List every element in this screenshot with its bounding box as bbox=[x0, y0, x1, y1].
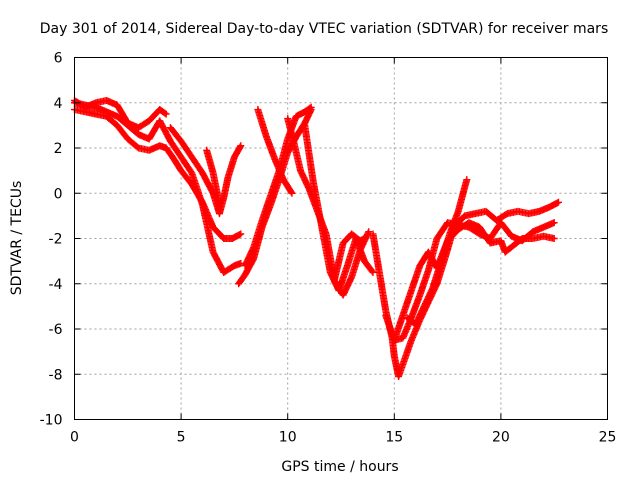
y-axis-title: SDTVAR / TECUs bbox=[9, 181, 25, 296]
x-tick-label: 20 bbox=[492, 430, 510, 446]
y-tick-label: -6 bbox=[49, 322, 63, 338]
data-point bbox=[360, 235, 368, 242]
data-track bbox=[331, 230, 368, 283]
data-point bbox=[306, 104, 314, 112]
data-track bbox=[71, 99, 245, 276]
data-point bbox=[550, 219, 558, 227]
y-tick-label: -10 bbox=[40, 413, 63, 429]
data-point bbox=[215, 201, 223, 209]
data-point bbox=[162, 110, 170, 118]
data-point bbox=[161, 109, 169, 117]
chart-title: Day 301 of 2014, Sidereal Day-to-day VTE… bbox=[40, 21, 608, 37]
x-tick-label: 15 bbox=[385, 430, 403, 446]
y-tick-label: -8 bbox=[49, 367, 63, 383]
data-track bbox=[403, 176, 471, 328]
y-tick-label: 2 bbox=[54, 141, 63, 157]
data-point bbox=[237, 230, 245, 238]
y-tick-label: 6 bbox=[54, 51, 63, 67]
data-track bbox=[71, 96, 170, 132]
x-axis-title: GPS time / hours bbox=[281, 459, 398, 475]
x-tick-label: 10 bbox=[279, 430, 297, 446]
y-tick-label: -4 bbox=[49, 277, 63, 293]
data-point bbox=[236, 143, 244, 151]
data-point bbox=[237, 142, 245, 150]
data-point bbox=[369, 268, 377, 276]
data-point bbox=[287, 188, 295, 196]
data-track bbox=[203, 146, 223, 209]
data-point bbox=[554, 198, 562, 206]
data-point bbox=[307, 103, 315, 111]
data-point bbox=[368, 267, 376, 275]
data-track bbox=[166, 124, 245, 218]
data-point bbox=[288, 189, 296, 197]
tick-layer: 0 5 10 15 20 25 -10 -8 -6 -4 -2 0 2 4 6 bbox=[40, 51, 617, 446]
y-tick-label: 0 bbox=[54, 186, 63, 202]
data-point bbox=[463, 176, 471, 184]
data-track bbox=[301, 121, 377, 295]
y-tick-label: 4 bbox=[54, 96, 63, 112]
data-layer bbox=[71, 96, 562, 381]
x-tick-label: 25 bbox=[599, 430, 617, 446]
x-tick-label: 0 bbox=[70, 430, 79, 446]
y-tick-label: -2 bbox=[49, 232, 63, 248]
data-point bbox=[550, 235, 558, 242]
data-track bbox=[71, 106, 245, 242]
x-tick-label: 5 bbox=[177, 430, 186, 446]
data-point bbox=[365, 228, 373, 236]
data-track bbox=[254, 106, 296, 197]
